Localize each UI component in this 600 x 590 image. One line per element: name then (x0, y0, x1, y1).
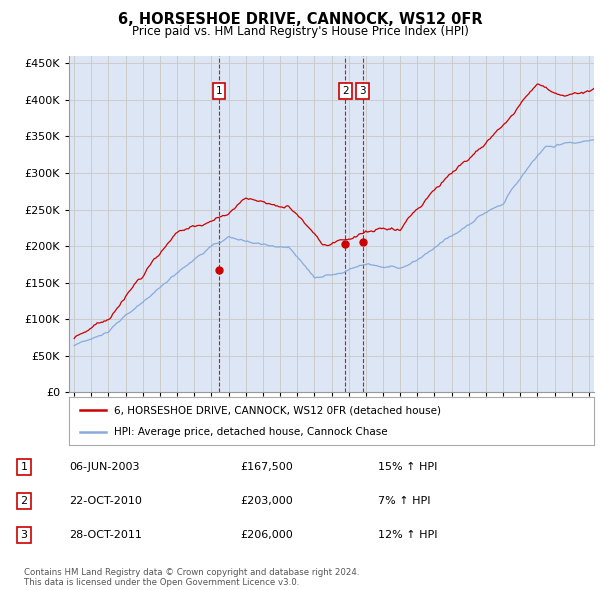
Text: 1: 1 (215, 86, 222, 96)
Text: 22-OCT-2010: 22-OCT-2010 (69, 496, 142, 506)
Text: 1: 1 (20, 462, 28, 471)
Text: 3: 3 (359, 86, 366, 96)
Text: Contains HM Land Registry data © Crown copyright and database right 2024.
This d: Contains HM Land Registry data © Crown c… (24, 568, 359, 587)
Text: 15% ↑ HPI: 15% ↑ HPI (378, 462, 437, 471)
Text: HPI: Average price, detached house, Cannock Chase: HPI: Average price, detached house, Cann… (113, 427, 387, 437)
Text: Price paid vs. HM Land Registry's House Price Index (HPI): Price paid vs. HM Land Registry's House … (131, 25, 469, 38)
Text: 06-JUN-2003: 06-JUN-2003 (69, 462, 139, 471)
Text: £167,500: £167,500 (240, 462, 293, 471)
Text: £206,000: £206,000 (240, 530, 293, 540)
Text: £203,000: £203,000 (240, 496, 293, 506)
Text: 6, HORSESHOE DRIVE, CANNOCK, WS12 0FR: 6, HORSESHOE DRIVE, CANNOCK, WS12 0FR (118, 12, 482, 27)
Text: 28-OCT-2011: 28-OCT-2011 (69, 530, 142, 540)
Text: 3: 3 (20, 530, 28, 540)
Text: 6, HORSESHOE DRIVE, CANNOCK, WS12 0FR (detached house): 6, HORSESHOE DRIVE, CANNOCK, WS12 0FR (d… (113, 405, 440, 415)
Text: 2: 2 (20, 496, 28, 506)
Text: 2: 2 (342, 86, 349, 96)
Text: 7% ↑ HPI: 7% ↑ HPI (378, 496, 431, 506)
Text: 12% ↑ HPI: 12% ↑ HPI (378, 530, 437, 540)
